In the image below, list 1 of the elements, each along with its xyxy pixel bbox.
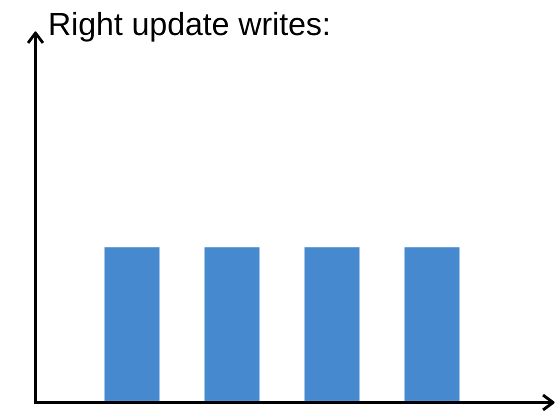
chart-title: Right update writes: (48, 6, 331, 43)
